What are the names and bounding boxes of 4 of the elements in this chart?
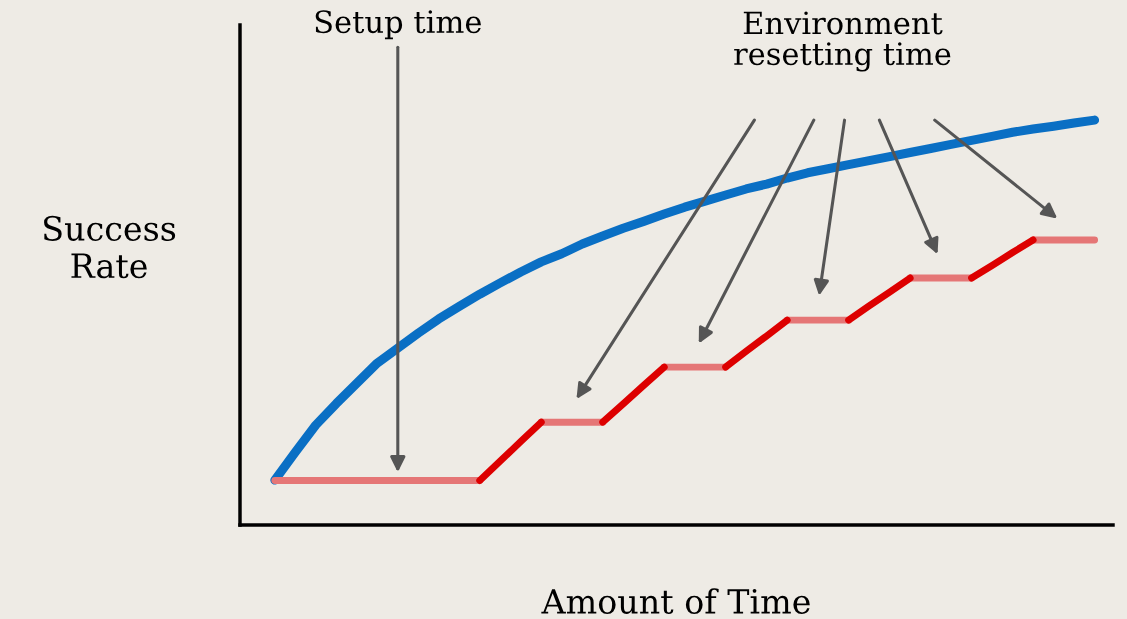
x-axis-title: Amount of Time bbox=[541, 588, 810, 614]
text: Environment resetting time bbox=[734, 11, 951, 72]
text: Setup time bbox=[315, 10, 481, 40]
y-axis-title: Success Rate bbox=[44, 215, 176, 279]
